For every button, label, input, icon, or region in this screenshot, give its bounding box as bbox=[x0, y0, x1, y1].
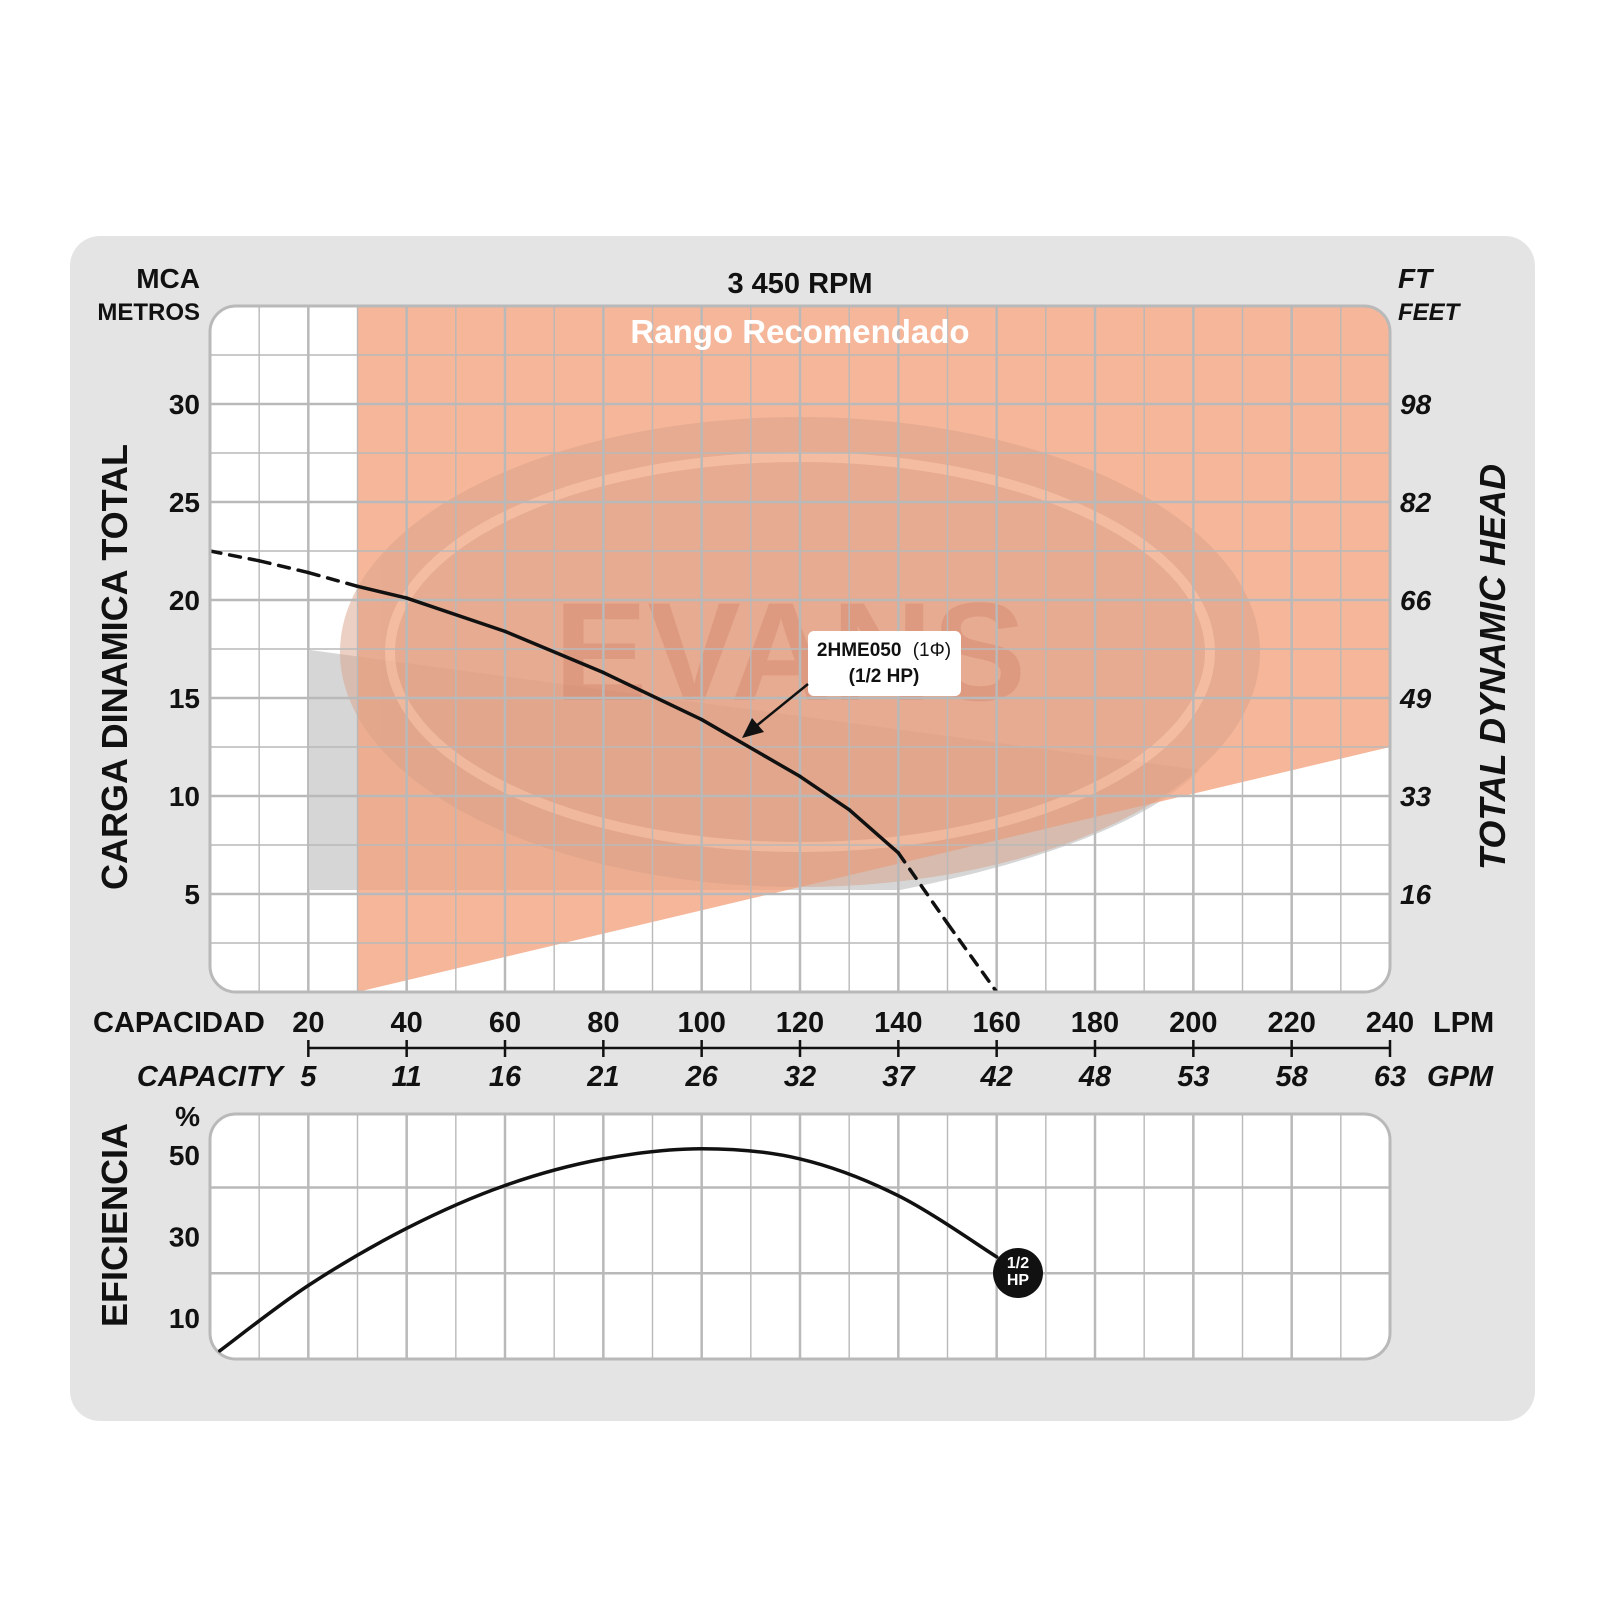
lpm-tick-label: 160 bbox=[972, 1007, 1020, 1039]
efficiency-grid bbox=[210, 1114, 1390, 1359]
efficiency-axis-title: EFICIENCIA bbox=[94, 1123, 135, 1327]
head-curve-segment bbox=[503, 629, 606, 675]
head-curve-dashed-segment bbox=[257, 559, 311, 575]
eff-y-tick-label: 30 bbox=[169, 1222, 200, 1253]
y-tick-label: 20 bbox=[169, 585, 200, 616]
right-axis-title: TOTAL DYNAMIC HEAD bbox=[1472, 464, 1513, 870]
gpm-tick-label: 21 bbox=[586, 1061, 619, 1093]
y2-tick-label: 66 bbox=[1400, 585, 1432, 616]
model-callout-arrowhead bbox=[742, 718, 764, 738]
gpm-tick-label: 11 bbox=[392, 1061, 422, 1093]
hp-badge-circle bbox=[993, 1248, 1043, 1298]
y2-tick-label: 98 bbox=[1400, 389, 1432, 420]
eff-y-tick-label: 10 bbox=[169, 1303, 200, 1334]
head-y-tick-labels: 5 10 15 20 25 30 bbox=[169, 389, 200, 910]
y2-tick-label: 49 bbox=[1399, 683, 1432, 714]
head-grid bbox=[210, 306, 1390, 992]
lpm-tick-label: 80 bbox=[587, 1007, 619, 1039]
y-tick-label: 5 bbox=[184, 879, 200, 910]
eff-y-tick-label: 50 bbox=[169, 1140, 200, 1171]
head-plot-border bbox=[208, 304, 1392, 994]
y-tick-label: 15 bbox=[169, 683, 200, 714]
y-tick-label: 10 bbox=[169, 781, 200, 812]
model-callout-text: 2HME050 (1Φ) bbox=[817, 640, 951, 661]
gpm-tick-label: 5 bbox=[300, 1061, 317, 1093]
capacity-label-en: CAPACITY bbox=[137, 1061, 286, 1093]
left-unit-sublabel: METROS bbox=[97, 299, 200, 326]
recommended-range-label: Rango Recomendado bbox=[630, 313, 969, 350]
efficiency-plot-border bbox=[208, 1112, 1392, 1361]
lpm-tick-label: 40 bbox=[391, 1007, 423, 1039]
head-curve-dashed-segment bbox=[896, 851, 950, 926]
head-curve-segment bbox=[798, 774, 851, 812]
lpm-tick-label: 180 bbox=[1071, 1007, 1119, 1039]
lpm-tick-label: 220 bbox=[1267, 1007, 1315, 1039]
lpm-unit-label: LPM bbox=[1433, 1007, 1494, 1039]
efficiency-unit-label: % bbox=[175, 1101, 200, 1132]
lpm-tick-label: 20 bbox=[292, 1007, 324, 1039]
gpm-tick-label: 32 bbox=[784, 1061, 816, 1093]
head-y2-tick-labels: 16 33 49 66 82 98 bbox=[1399, 389, 1432, 910]
lpm-tick-label: 100 bbox=[677, 1007, 725, 1039]
model-callout-box bbox=[808, 631, 961, 696]
speed-title: 3 450 RPM bbox=[727, 268, 872, 300]
right-unit-label: FT bbox=[1398, 263, 1435, 294]
y2-tick-label: 82 bbox=[1400, 487, 1432, 518]
head-curve-segment bbox=[404, 596, 507, 634]
gpm-unit-label: GPM bbox=[1427, 1061, 1494, 1093]
model-phase: (1Φ) bbox=[913, 640, 951, 661]
lpm-tick-label: 60 bbox=[489, 1007, 521, 1039]
hp-badge-unit: HP bbox=[1007, 1272, 1030, 1289]
model-power: (1/2 HP) bbox=[849, 666, 920, 687]
left-unit-label: MCA bbox=[136, 263, 200, 294]
gpm-tick-label: 53 bbox=[1177, 1061, 1209, 1093]
head-curve-segment bbox=[355, 584, 409, 600]
model-callout-arrow-line bbox=[754, 683, 809, 728]
lpm-tick-label: 140 bbox=[874, 1007, 922, 1039]
capacity-label-es: CAPACIDAD bbox=[93, 1007, 265, 1039]
model-callout: 2HME050 (1Φ) (1/2 HP) bbox=[742, 631, 961, 738]
right-unit-sublabel: FEET bbox=[1398, 299, 1462, 326]
lpm-tick-label: 120 bbox=[776, 1007, 824, 1039]
lpm-tick-label: 200 bbox=[1169, 1007, 1217, 1039]
y2-tick-label: 33 bbox=[1400, 781, 1432, 812]
gpm-tick-label: 16 bbox=[489, 1061, 522, 1093]
head-curve-dashed-segment bbox=[945, 921, 999, 992]
gpm-tick-label: 63 bbox=[1374, 1061, 1406, 1093]
head-curve-segment bbox=[847, 807, 901, 855]
head-curve-segment bbox=[699, 717, 802, 779]
efficiency-curve-line bbox=[218, 1146, 999, 1353]
head-curve-segment bbox=[601, 670, 704, 722]
gpm-tick-label: 37 bbox=[882, 1061, 916, 1093]
efficiency-y-tick-labels: 10 30 50 bbox=[169, 1140, 200, 1334]
head-curve bbox=[210, 549, 999, 992]
gpm-tick-label: 26 bbox=[685, 1061, 719, 1093]
head-curve-dashed-segment bbox=[210, 549, 261, 563]
hp-badge: 1/2 HP bbox=[993, 1248, 1043, 1298]
left-axis-title: CARGA DINAMICA TOTAL bbox=[94, 444, 135, 890]
gpm-tick-label: 42 bbox=[980, 1061, 1013, 1093]
gpm-tick-label: 48 bbox=[1078, 1061, 1112, 1093]
y-tick-label: 30 bbox=[169, 389, 200, 420]
head-curve-dashed-segment bbox=[306, 570, 360, 589]
capacity-axis: 20 5 40 11 60 16 80 21 100 26 120 32 140 37 160 42 180 48… bbox=[292, 1007, 1414, 1093]
lpm-tick-label: 240 bbox=[1366, 1007, 1414, 1039]
hp-badge-fraction: 1/2 bbox=[1007, 1255, 1029, 1272]
efficiency-curve bbox=[218, 1146, 999, 1353]
y2-tick-label: 16 bbox=[1400, 879, 1432, 910]
model-name: 2HME050 bbox=[817, 640, 902, 661]
gpm-tick-label: 58 bbox=[1276, 1061, 1309, 1093]
y-tick-label: 25 bbox=[169, 487, 200, 518]
